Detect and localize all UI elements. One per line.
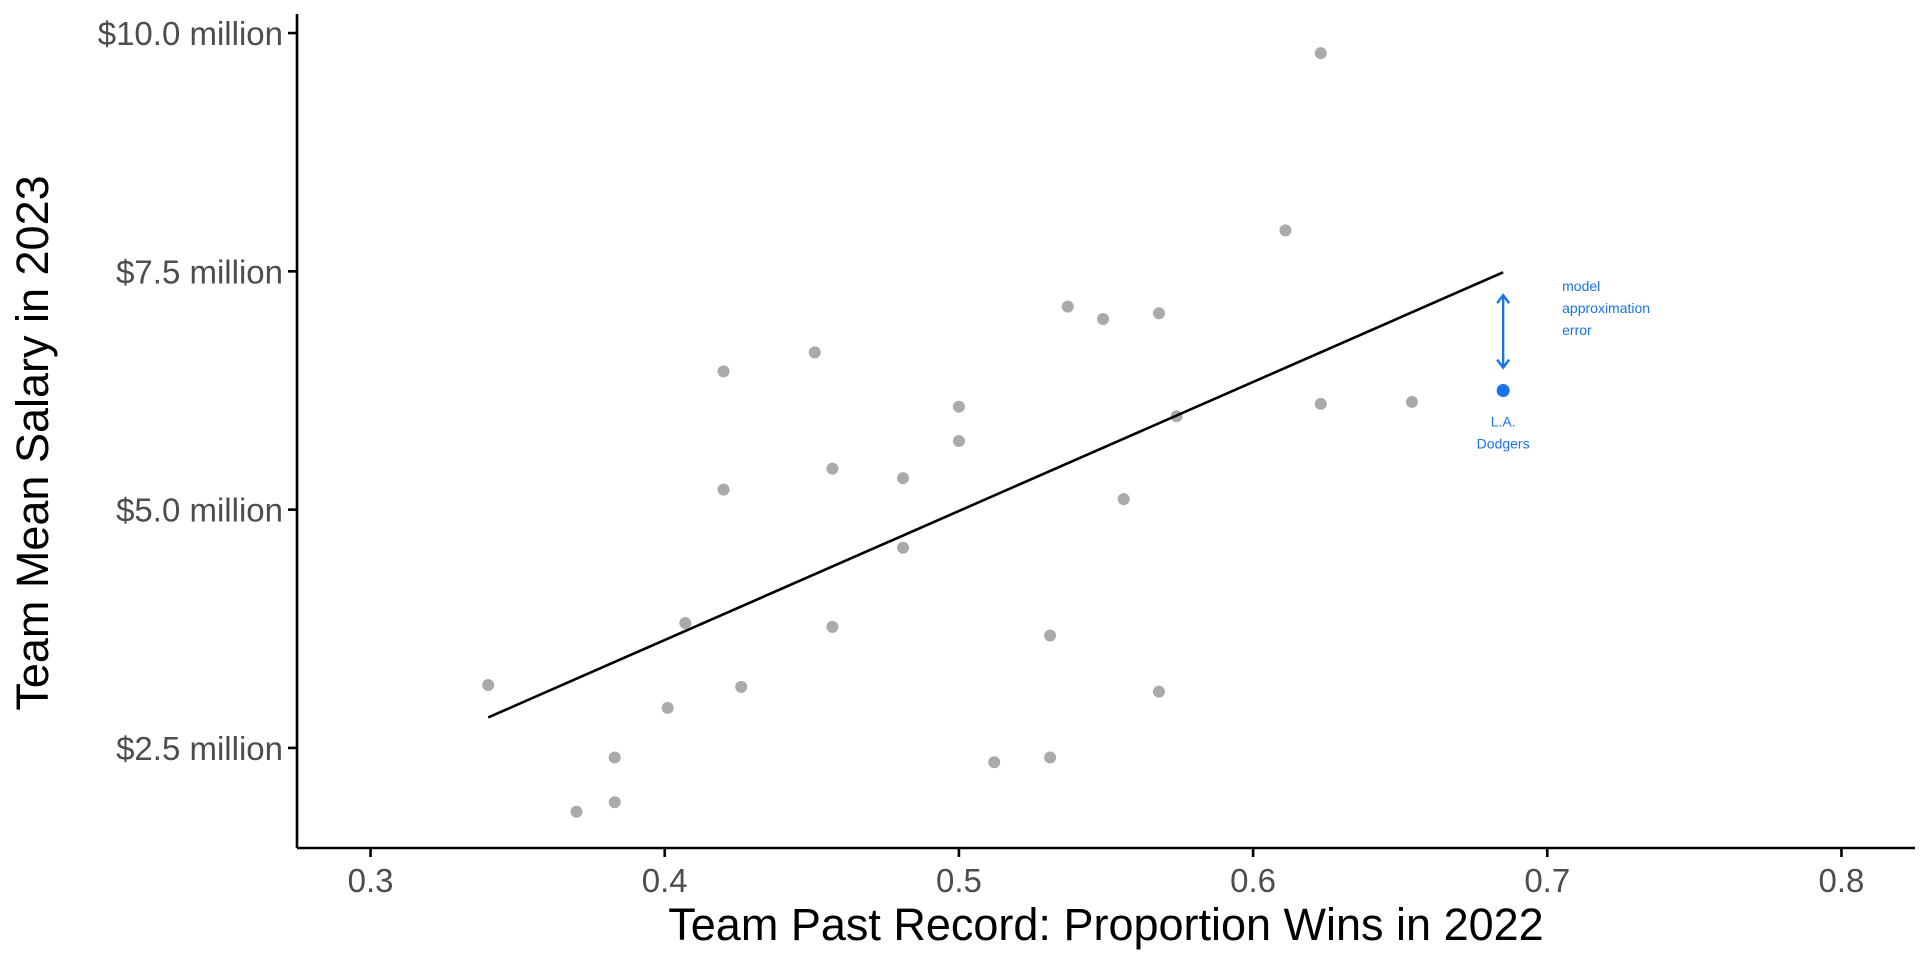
data-point <box>1405 395 1418 408</box>
y-tick-label: $10.0 million <box>98 15 283 52</box>
data-point <box>1097 313 1110 326</box>
y-tick-label: $2.5 million <box>116 730 283 767</box>
data-point <box>988 756 1001 769</box>
data-point <box>1279 224 1292 237</box>
annotation-text: error <box>1562 322 1592 338</box>
highlight-point-label: L.A. <box>1491 413 1516 429</box>
data-point <box>1314 47 1327 60</box>
data-point <box>679 617 692 630</box>
x-tick-label: 0.6 <box>1230 862 1276 899</box>
data-point <box>826 620 839 633</box>
data-point <box>717 483 730 496</box>
data-point <box>1314 397 1327 410</box>
y-axis-ticks: $2.5 million $5.0 million $7.5 million $10.… <box>98 15 297 767</box>
x-tick-label: 0.3 <box>348 862 394 899</box>
annotation-text: approximation <box>1562 300 1650 316</box>
data-point <box>717 365 730 378</box>
y-axis-title: Team Mean Salary in 2023 <box>7 175 58 710</box>
chart-marks: L.A. Dodgers model approximation error <box>482 47 1650 818</box>
data-point <box>482 679 495 692</box>
data-point <box>808 346 821 359</box>
data-point <box>735 680 748 693</box>
data-point <box>897 541 910 554</box>
data-point <box>1044 751 1057 764</box>
x-tick-label: 0.7 <box>1524 862 1570 899</box>
data-point <box>1152 307 1165 320</box>
fit-line <box>487 271 1504 719</box>
data-point <box>1061 300 1074 313</box>
data-point <box>952 400 965 413</box>
x-tick-label: 0.4 <box>642 862 688 899</box>
data-point <box>1152 685 1165 698</box>
y-tick-label: $5.0 million <box>116 492 283 529</box>
data-point <box>1044 629 1057 642</box>
data-point <box>608 751 621 764</box>
x-tick-label: 0.8 <box>1819 862 1865 899</box>
y-tick-label: $7.5 million <box>116 253 283 290</box>
data-point <box>661 701 674 714</box>
x-tick-label: 0.5 <box>936 862 982 899</box>
error-arrow-head-top <box>1496 293 1511 304</box>
data-point <box>608 796 621 809</box>
error-arrow-head-bottom <box>1496 358 1511 370</box>
data-point <box>1117 493 1130 506</box>
highlight-point <box>1496 383 1510 397</box>
data-point <box>897 472 910 485</box>
x-axis-title: Team Past Record: Proportion Wins in 202… <box>668 899 1543 950</box>
data-point <box>826 462 839 475</box>
x-axis-ticks: 0.3 0.4 0.5 0.6 0.7 0.8 <box>348 848 1865 899</box>
data-point <box>570 805 583 818</box>
highlight-point-label: Dodgers <box>1477 435 1530 451</box>
data-point <box>952 435 965 448</box>
annotation-text: model <box>1562 278 1600 294</box>
